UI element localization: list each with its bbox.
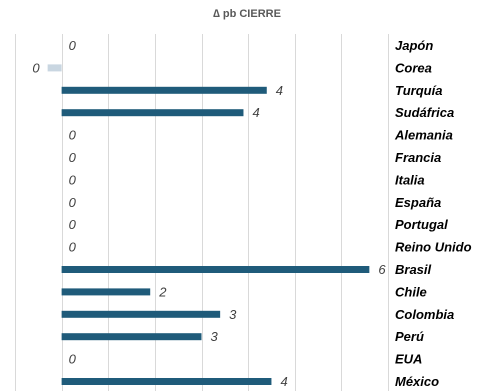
category-label: Alemania	[394, 128, 453, 143]
category-label: EUA	[395, 352, 422, 367]
bar-sudáfrica	[61, 109, 244, 117]
bar-corea	[47, 64, 62, 72]
value-label: 6	[378, 262, 386, 277]
category-label: Brasil	[395, 262, 432, 277]
category-label: España	[395, 195, 441, 210]
category-label: Colombia	[395, 307, 454, 322]
category-label: Turquía	[395, 83, 442, 98]
value-label: 2	[158, 284, 167, 299]
category-label: Japón	[395, 38, 433, 53]
category-labels: Japón Corea Turquía Sudáfrica Alemania Franci…	[394, 38, 472, 389]
chart-title: ∆ pb CIERRE	[213, 8, 281, 20]
value-label: 4	[252, 105, 259, 120]
category-label: Francia	[395, 150, 441, 165]
category-label: Reino Unido	[395, 240, 472, 255]
bars	[47, 64, 370, 385]
bar-chile	[61, 288, 151, 296]
category-label: Perú	[395, 329, 424, 344]
value-label: 0	[69, 172, 77, 187]
category-label: Corea	[395, 60, 432, 75]
bar-turquía	[61, 86, 267, 94]
category-label: Chile	[395, 284, 427, 299]
bar-brasil	[61, 266, 370, 273]
value-label: 3	[211, 329, 219, 344]
value-label: 0	[69, 240, 77, 255]
value-label: 4	[280, 374, 287, 389]
bar-méxico	[61, 378, 272, 385]
value-label: 0	[69, 352, 77, 367]
category-label: Portugal	[395, 217, 448, 232]
value-label: 0	[32, 60, 40, 75]
category-label: México	[395, 374, 439, 389]
value-label: 0	[69, 150, 77, 165]
bar-perú	[61, 333, 202, 341]
value-label: 0	[69, 195, 77, 210]
value-label: 0	[69, 217, 77, 232]
category-label: Sudáfrica	[395, 105, 454, 120]
category-label: Italia	[395, 172, 425, 187]
value-label: 0	[69, 128, 77, 143]
value-label: 0	[69, 38, 77, 53]
value-label: 3	[229, 307, 237, 322]
bar-colombia	[61, 310, 221, 318]
value-labels: 0 0 4 4 0 0 0 0 0 0 6 2 33 0 4	[32, 38, 386, 389]
value-label: 4	[276, 83, 283, 98]
